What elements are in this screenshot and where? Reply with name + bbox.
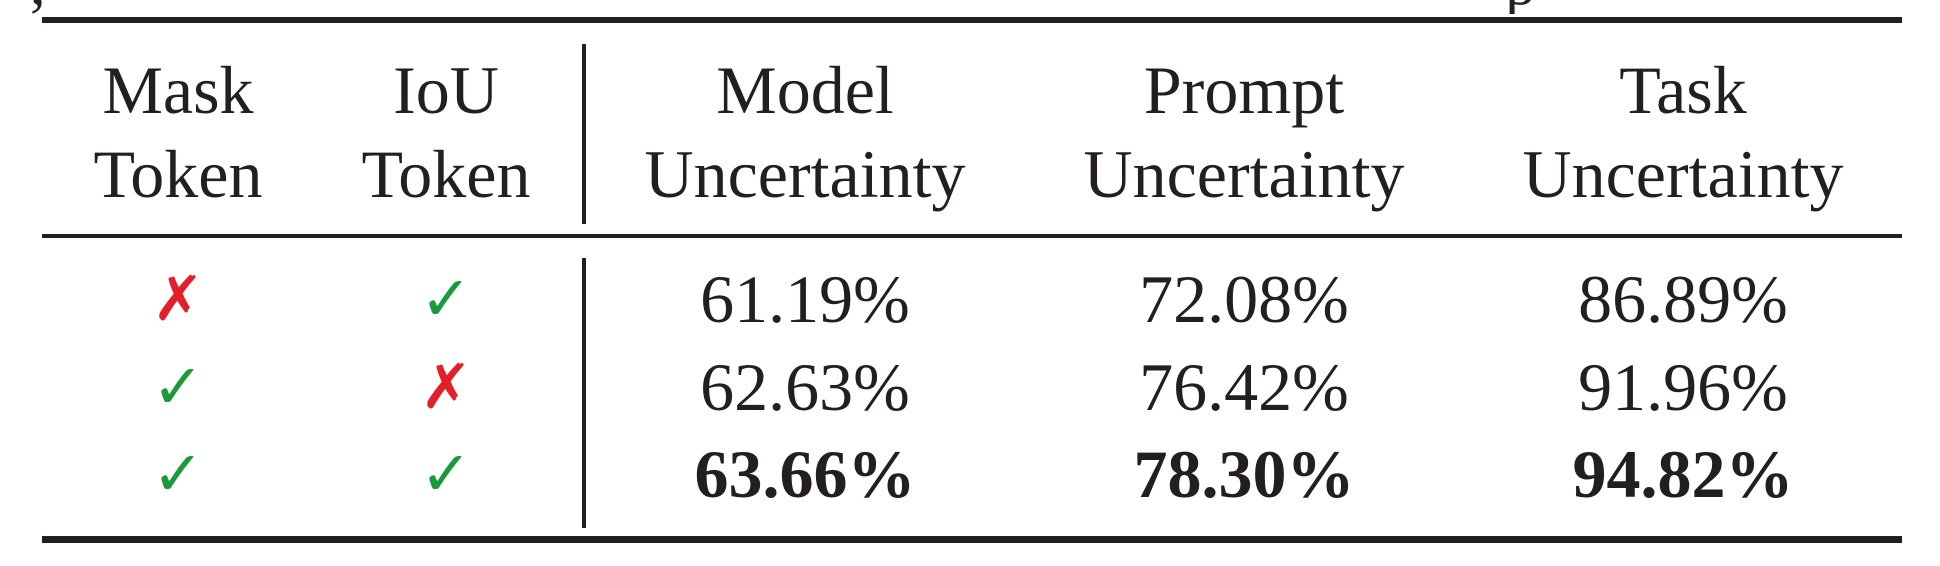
header-task-uncertainty: Task Uncertainty [1523, 48, 1844, 216]
check-icon: ✓ [152, 437, 204, 510]
header-model-uncertainty-line2: Uncertainty [644, 136, 966, 212]
header-iou-token-line2: Token [361, 136, 531, 212]
header-iou-token-line1: IoU [393, 52, 499, 128]
caption-fragment-left: , [30, 0, 46, 14]
table-cell-task-uncertainty: 86.89% [1578, 261, 1788, 337]
cross-icon: ✗ [152, 262, 204, 335]
table-cell-task-uncertainty: 91.96% [1578, 349, 1788, 425]
table-cell-model-uncertainty-best: 63.66% [694, 436, 916, 512]
check-icon: ✓ [152, 350, 204, 423]
header-mask-token-line2: Token [93, 136, 263, 212]
table-cell-prompt-uncertainty: 72.08% [1139, 261, 1349, 337]
header-model-uncertainty-line1: Model [716, 52, 894, 128]
table-cell-task-uncertainty-best: 94.82% [1572, 436, 1794, 512]
header-prompt-uncertainty-line2: Uncertainty [1083, 136, 1405, 212]
header-prompt-uncertainty: Prompt Uncertainty [1084, 48, 1405, 216]
header-task-uncertainty-line1: Task [1619, 52, 1747, 128]
table-cell-prompt-uncertainty: 76.42% [1139, 349, 1349, 425]
body-column-divider [582, 258, 586, 528]
check-icon: ✓ [420, 437, 472, 510]
cross-icon: ✗ [420, 350, 472, 423]
caption-fragment-right: p [1505, 0, 1536, 14]
table-cell-model-uncertainty: 62.63% [700, 349, 910, 425]
header-prompt-uncertainty-line1: Prompt [1143, 52, 1345, 128]
header-model-uncertainty: Model Uncertainty [645, 48, 966, 216]
table-cell-prompt-uncertainty-best: 78.30% [1133, 436, 1355, 512]
top-rule [42, 17, 1902, 23]
header-iou-token: IoU Token [362, 48, 531, 216]
header-mask-token: Mask Token [94, 48, 263, 216]
bottom-rule [42, 536, 1902, 543]
header-task-uncertainty-line2: Uncertainty [1522, 136, 1844, 212]
header-mask-token-line1: Mask [102, 52, 254, 128]
header-column-divider [582, 44, 586, 224]
check-icon: ✓ [420, 262, 472, 335]
header-rule [42, 234, 1902, 238]
caption-fragment: , p [0, 0, 1940, 14]
table-cell-model-uncertainty: 61.19% [700, 261, 910, 337]
